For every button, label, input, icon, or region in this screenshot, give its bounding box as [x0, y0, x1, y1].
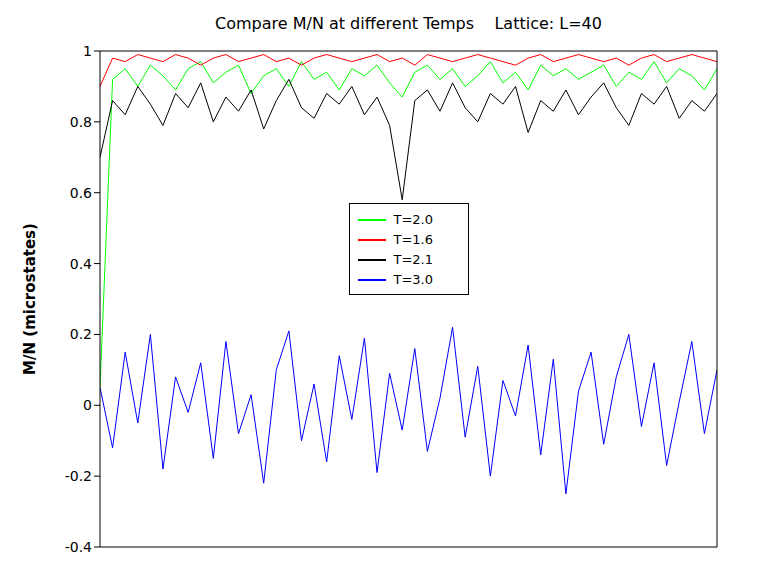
svg-text:-0.2: -0.2 — [65, 468, 92, 484]
svg-text:0.2: 0.2 — [70, 326, 92, 342]
svg-text:-0.4: -0.4 — [65, 539, 92, 555]
html-text:T=1.6: T=1.6 — [393, 232, 433, 248]
svg-text:0.4: 0.4 — [70, 256, 92, 272]
svg-text:1: 1 — [83, 43, 92, 59]
html-text:Compare M/N at different Temps: Compare M/N at different Temps Lattice: … — [215, 14, 602, 33]
svg-text:M/N (microstates): M/N (microstates) — [21, 223, 39, 375]
svg-text:0.6: 0.6 — [70, 185, 92, 201]
html-text:T=2.0: T=2.0 — [393, 212, 433, 228]
svg-text:0: 0 — [83, 397, 92, 413]
html-text:T=2.1: T=2.1 — [393, 252, 433, 268]
html-text:T=3.0: T=3.0 — [393, 272, 433, 288]
svg-text:0.8: 0.8 — [70, 114, 92, 130]
